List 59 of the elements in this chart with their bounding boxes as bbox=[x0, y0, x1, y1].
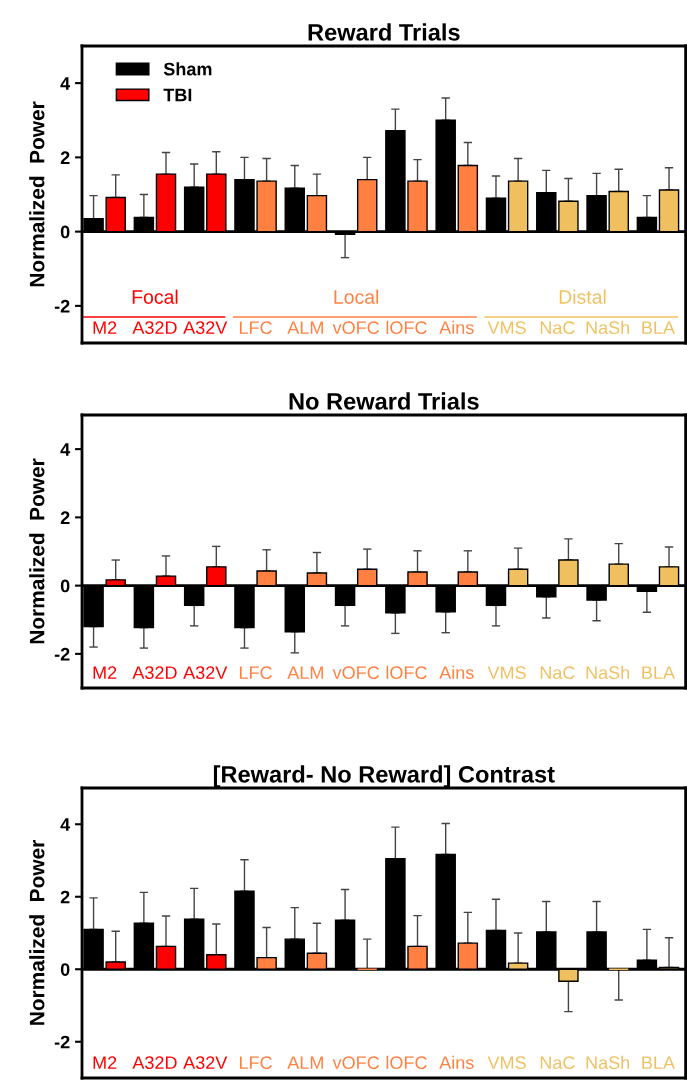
y-tick-label: -2 bbox=[54, 299, 70, 313]
x-tick-label: A32V bbox=[183, 1056, 228, 1070]
x-tick-label: NaC bbox=[540, 1056, 575, 1070]
y-tick-label: 2 bbox=[60, 511, 70, 524]
x-tick-label: LFC bbox=[239, 321, 272, 335]
x-tick-label: VMS bbox=[487, 666, 526, 680]
y-axis-title: Normalized Power bbox=[29, 840, 45, 1025]
x-tick-label: vOFC bbox=[332, 321, 380, 335]
chart-title: No Reward Trials bbox=[289, 392, 479, 410]
y-tick-label: -2 bbox=[54, 1035, 70, 1049]
x-tick-label: LFC bbox=[239, 1056, 272, 1070]
y-tick-label: -2 bbox=[54, 647, 70, 661]
legend-label: Sham bbox=[163, 62, 212, 76]
y-tick-label: 0 bbox=[60, 963, 70, 976]
legend-label: TBI bbox=[163, 88, 192, 102]
x-tick-label: BLA bbox=[642, 1056, 675, 1069]
y-tick-label: 4 bbox=[60, 77, 71, 90]
x-tick-label: lOFC bbox=[386, 1055, 427, 1070]
x-tick-label: Ains bbox=[439, 1055, 474, 1070]
annotation: Focal bbox=[132, 289, 178, 304]
y-tick-label: 0 bbox=[60, 579, 70, 593]
x-tick-label: VMS bbox=[487, 321, 526, 335]
x-tick-label: M2 bbox=[93, 1056, 117, 1069]
y-tick-label: 2 bbox=[60, 151, 70, 164]
y-tick-label: 2 bbox=[60, 890, 70, 904]
x-tick-label: Ains bbox=[439, 320, 474, 335]
y-tick-label: 4 bbox=[60, 443, 71, 456]
x-tick-label: BLA bbox=[642, 321, 675, 334]
y-tick-label: 4 bbox=[60, 818, 71, 831]
x-tick-label: lOFC bbox=[386, 665, 427, 680]
x-tick-label: M2 bbox=[93, 666, 117, 679]
chart-title: [Reward- No Reward] Contrast bbox=[213, 765, 555, 788]
y-axis-title: Normalized Power bbox=[29, 101, 45, 287]
y-tick-label: 0 bbox=[60, 225, 70, 239]
chart-title: Reward Trials bbox=[308, 23, 460, 41]
x-tick-label: ALM bbox=[287, 666, 323, 679]
annotation: Local bbox=[334, 289, 379, 304]
x-tick-label: A32D bbox=[132, 666, 177, 680]
x-tick-label: LFC bbox=[239, 666, 272, 680]
x-tick-label: NaSh bbox=[586, 1055, 630, 1070]
x-tick-label: vOFC bbox=[332, 666, 380, 680]
x-tick-label: Ains bbox=[439, 665, 474, 680]
x-tick-label: M2 bbox=[93, 321, 117, 334]
x-tick-label: VMS bbox=[487, 1056, 526, 1070]
annotation: Distal bbox=[559, 289, 606, 304]
x-tick-label: BLA bbox=[642, 666, 675, 679]
x-tick-label: NaSh bbox=[586, 665, 630, 680]
x-tick-label: lOFC bbox=[386, 320, 427, 335]
y-axis-title: Normalized Power bbox=[29, 458, 45, 644]
x-tick-label: NaC bbox=[540, 666, 575, 680]
x-tick-label: A32V bbox=[183, 321, 228, 335]
x-tick-label: A32D bbox=[132, 321, 177, 335]
x-tick-label: A32V bbox=[183, 666, 228, 680]
x-tick-label: A32D bbox=[132, 1056, 177, 1070]
x-tick-label: NaSh bbox=[586, 320, 630, 335]
x-tick-label: ALM bbox=[287, 321, 323, 334]
x-tick-label: ALM bbox=[287, 1056, 323, 1069]
x-tick-label: NaC bbox=[540, 321, 575, 335]
x-tick-label: vOFC bbox=[332, 1056, 380, 1070]
